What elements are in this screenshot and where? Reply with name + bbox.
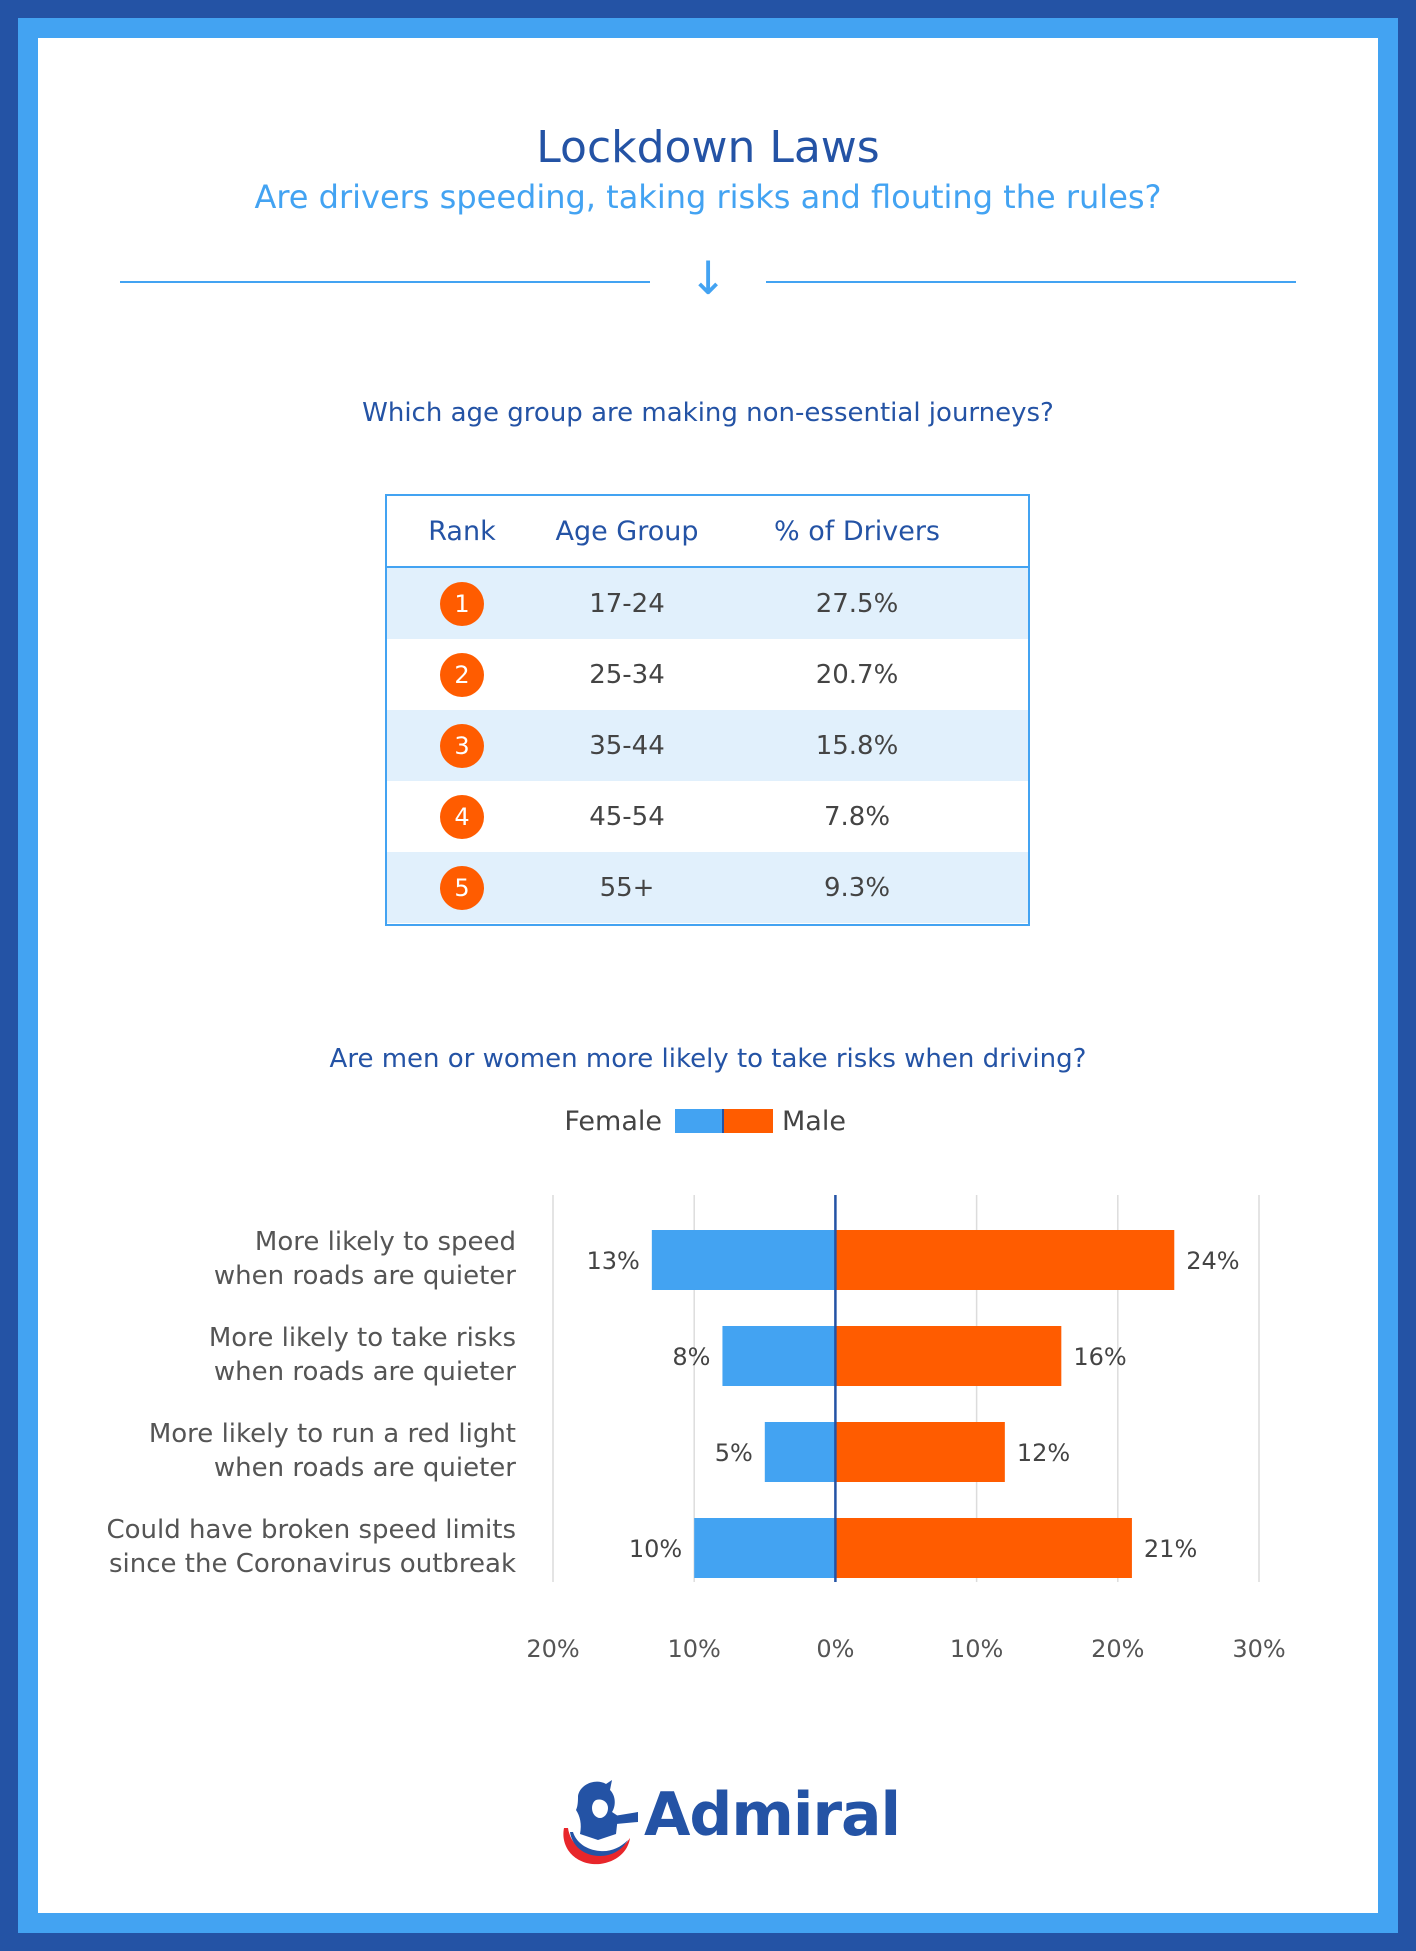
age-cell: 35-44: [589, 730, 665, 761]
age-table: Rank Age Group % of Drivers 1 17-24 27.5…: [385, 494, 1030, 926]
legend-swatch: [675, 1109, 773, 1133]
pct-cell: 20.7%: [815, 659, 899, 690]
female-bar: [722, 1326, 836, 1386]
age-cell: 45-54: [589, 801, 665, 832]
legend-male-swatch: [723, 1109, 773, 1133]
male-value-label: 12%: [1017, 1439, 1070, 1467]
table-row: 2 25-34 20.7%: [387, 639, 1028, 710]
male-value-label: 21%: [1144, 1535, 1197, 1563]
header-rank: Rank: [428, 515, 496, 547]
category-label: More likely to run a red light when roads…: [148, 1419, 516, 1483]
rank-badge: 5: [440, 865, 484, 910]
divider-left: [120, 281, 650, 283]
female-value-label: 8%: [672, 1343, 710, 1371]
age-question: Which age group are making non-essential…: [362, 398, 1054, 428]
age-cell: 55+: [599, 872, 655, 903]
down-arrow-icon: ↓: [688, 251, 728, 305]
admiral-logo: Admiral: [556, 1776, 901, 1868]
rank-badge: 1: [440, 581, 484, 626]
rank-badge: 3: [440, 723, 484, 768]
rank-badge: 4: [440, 794, 484, 839]
category-label: Could have broken speed limits since the …: [106, 1515, 516, 1579]
female-value-label: 13%: [586, 1247, 639, 1275]
table-row: 3 35-44 15.8%: [387, 710, 1028, 781]
page-background: [38, 38, 1378, 1913]
x-tick-label: 30%: [1232, 1635, 1285, 1663]
pct-cell: 9.3%: [823, 872, 891, 903]
female-bar: [694, 1518, 836, 1578]
rank-badge: 2: [440, 652, 484, 697]
pct-cell: 15.8%: [815, 730, 899, 761]
male-bar: [835, 1326, 1062, 1386]
page-title: Lockdown Laws: [536, 122, 880, 173]
gender-question: Are men or women more likely to take ris…: [329, 1044, 1087, 1074]
male-bar: [835, 1518, 1132, 1578]
female-bar: [651, 1230, 836, 1290]
female-value-label: 5%: [715, 1439, 753, 1467]
table-row: 4 45-54 7.8%: [387, 781, 1028, 852]
header-age-group: Age Group: [555, 515, 699, 547]
page-subtitle: Are drivers speeding, taking risks and f…: [254, 178, 1162, 216]
category-label: More likely to speed when roads are quiet…: [213, 1227, 516, 1291]
male-value-label: 24%: [1186, 1247, 1239, 1275]
table-row: 5 55+ 9.3%: [387, 852, 1028, 923]
male-value-label: 16%: [1073, 1343, 1126, 1371]
x-tick-label: 10%: [668, 1635, 721, 1663]
admiral-figure-icon: [563, 1780, 638, 1865]
age-cell: 17-24: [589, 588, 665, 619]
pct-cell: 27.5%: [815, 588, 899, 619]
brand-name: Admiral: [644, 1780, 901, 1850]
legend-female-label: Female: [564, 1106, 662, 1137]
male-bar: [835, 1422, 1005, 1482]
x-tick-label: 20%: [1091, 1635, 1144, 1663]
divider-right: [766, 281, 1296, 283]
table-row: 1 17-24 27.5%: [387, 568, 1028, 639]
table-header-row: Rank Age Group % of Drivers: [387, 496, 1028, 568]
legend-male-label: Male: [782, 1106, 846, 1137]
male-bar: [835, 1230, 1175, 1290]
pct-cell: 7.8%: [823, 801, 891, 832]
age-cell: 25-34: [589, 659, 665, 690]
header-pct-drivers: % of Drivers: [774, 515, 940, 547]
legend-female-swatch: [675, 1109, 723, 1133]
category-label: More likely to take risks when roads are …: [208, 1323, 516, 1387]
x-tick-label: 10%: [950, 1635, 1003, 1663]
female-bar: [764, 1422, 836, 1482]
female-value-label: 10%: [629, 1535, 682, 1563]
x-tick-label: 20%: [526, 1635, 579, 1663]
x-tick-label: 0%: [816, 1635, 854, 1663]
